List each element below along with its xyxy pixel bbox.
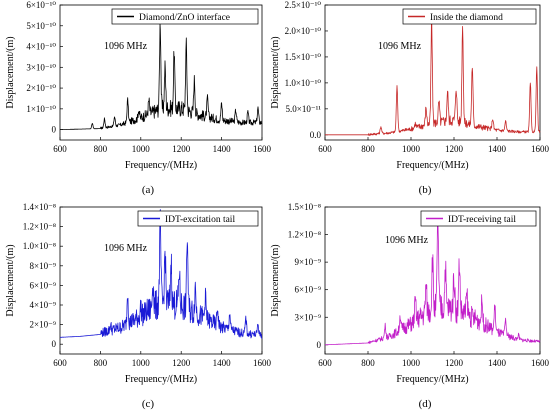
y-axis-label: Displacement/(m) [270, 244, 281, 316]
y-tick-label: 2×10⁻⁹ [30, 320, 56, 330]
y-tick-label: 1.4×10⁻⁸ [23, 202, 56, 212]
y-tick-label: 4×10⁻¹⁰ [26, 42, 56, 52]
y-tick-label: 9×10⁻⁹ [295, 257, 321, 267]
annotation-label: 1096 MHz [104, 41, 148, 52]
panel-label: (b) [419, 184, 432, 196]
x-tick-label: 1200 [445, 144, 464, 154]
x-tick-label: 1200 [172, 144, 191, 154]
y-tick-label: 3×10⁻⁹ [295, 312, 321, 322]
y-axis-label: Displacement/(m) [5, 244, 16, 316]
legend-box [402, 8, 537, 25]
x-tick-label: 1000 [402, 144, 421, 154]
series-line [324, 23, 541, 136]
x-tick-label: 600 [53, 144, 67, 154]
legend: IDT-receiving tail [420, 210, 537, 227]
x-axis-label: Frequency/(MHz) [125, 160, 197, 171]
y-tick-label: 6×10⁻⁹ [30, 280, 56, 290]
y-tick-label: 1.0×10⁻¹⁰ [285, 78, 322, 88]
y-tick-label: 0 [317, 340, 322, 350]
x-tick-label: 1400 [213, 144, 232, 154]
x-axis-label: Frequency/(MHz) [125, 374, 197, 385]
y-tick-label: 2.0×10⁻¹⁰ [285, 26, 322, 36]
x-tick-label: 800 [94, 144, 108, 154]
y-tick-label: 0.0 [310, 130, 322, 140]
legend: IDT-excitation tail [137, 210, 259, 227]
y-tick-label: 8×10⁻⁹ [30, 261, 56, 271]
chart-panel-d: 600 800 1000 1200 1400 1600 0 3×10⁻⁹ 6×10⁻⁹ 9×10⁻… [270, 202, 550, 410]
panel-label: (d) [419, 398, 432, 410]
x-tick-label: 1200 [172, 358, 191, 368]
y-tick-label: 2.5×10⁻¹⁰ [285, 0, 322, 10]
x-tick-label: 1600 [253, 144, 272, 154]
x-tick-label: 1600 [531, 144, 550, 154]
x-axis-label: Frequency/(MHz) [396, 160, 468, 171]
series-line [324, 218, 541, 346]
y-tick-label: 1.5×10⁻¹⁰ [285, 52, 322, 62]
y-axis-label: Displacement/(m) [270, 36, 281, 108]
x-tick-label: 1400 [488, 358, 507, 368]
x-tick-label: 800 [94, 358, 108, 368]
legend-box [420, 210, 537, 227]
legend-box [111, 8, 259, 25]
chart-panel-b: 600 800 1000 1200 1400 1600 0.0 5.0×10⁻¹¹ 1.0×10… [270, 0, 550, 196]
x-tick-label: 1200 [445, 358, 464, 368]
y-tick-label: 3×10⁻¹⁰ [26, 62, 56, 72]
x-tick-label: 1600 [253, 358, 272, 368]
y-tick-label: 1.2×10⁻⁸ [23, 222, 56, 232]
panel-label: (c) [142, 398, 155, 410]
legend: Inside the diamond [402, 8, 537, 25]
x-tick-label: 1400 [213, 358, 232, 368]
x-tick-label: 600 [53, 358, 67, 368]
x-tick-label: 600 [318, 144, 332, 154]
y-tick-label: 0 [52, 339, 57, 349]
y-tick-label: 6×10⁻¹⁰ [26, 0, 56, 10]
series-line [59, 209, 263, 339]
legend-label: IDT-receiving tail [448, 215, 516, 225]
plot-frame [59, 206, 263, 355]
panel-label: (a) [142, 184, 155, 196]
annotation-label: 1096 MHz [104, 243, 148, 254]
x-tick-label: 1400 [488, 144, 507, 154]
legend-label: Inside the diamond [430, 13, 503, 23]
x-tick-label: 600 [318, 358, 332, 368]
annotation-label: 1096 MHz [385, 235, 429, 246]
y-tick-label: 1.5×10⁻⁸ [288, 202, 321, 212]
y-tick-label: 4×10⁻⁹ [30, 300, 56, 310]
plot-frame [324, 206, 541, 355]
y-axis-label: Displacement/(m) [5, 36, 16, 108]
x-tick-label: 1000 [402, 358, 421, 368]
chart-panel-a: 600 800 1000 1200 1400 1600 0 1×10⁻¹⁰ 2×10⁻¹⁰ 3×1… [5, 0, 272, 196]
legend-box [137, 210, 259, 227]
y-tick-label: 6×10⁻⁹ [295, 285, 321, 295]
legend: Diamond/ZnO interface [111, 8, 259, 25]
x-tick-label: 1000 [132, 144, 151, 154]
annotation-label: 1096 MHz [378, 41, 422, 52]
chart-panel-c: 600 800 1000 1200 1400 1600 0 2×10⁻⁹ 4×10⁻⁹ 6×10⁻… [5, 202, 272, 410]
y-tick-label: 1.2×10⁻⁸ [288, 230, 321, 240]
x-tick-label: 1600 [531, 358, 550, 368]
y-tick-label: 0 [52, 125, 57, 135]
y-tick-label: 2×10⁻¹⁰ [26, 83, 56, 93]
y-tick-label: 1×10⁻¹⁰ [26, 104, 56, 114]
plot-frame [59, 4, 263, 141]
x-tick-label: 800 [361, 358, 375, 368]
x-tick-label: 800 [361, 144, 375, 154]
series-line [59, 22, 263, 131]
y-tick-label: 1.0×10⁻⁸ [23, 241, 56, 251]
y-tick-label: 5.0×10⁻¹¹ [286, 104, 322, 114]
x-axis-label: Frequency/(MHz) [396, 374, 468, 385]
plot-frame [324, 4, 541, 141]
x-tick-label: 1000 [132, 358, 151, 368]
y-tick-label: 5×10⁻¹⁰ [26, 21, 56, 31]
legend-label: IDT-excitation tail [165, 215, 235, 225]
legend-label: Diamond/ZnO interface [139, 12, 230, 23]
